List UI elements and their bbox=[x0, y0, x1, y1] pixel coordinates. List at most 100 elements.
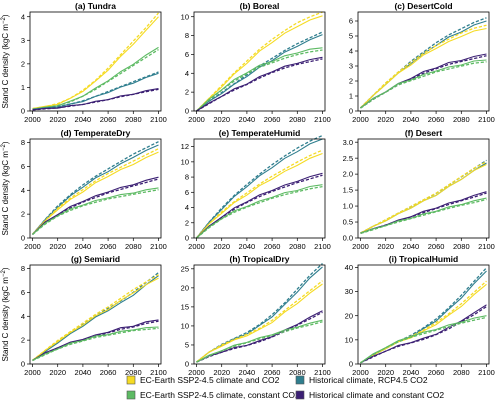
x-tick-label: 2080 bbox=[125, 242, 142, 251]
legend-swatch-ssp bbox=[126, 375, 136, 385]
series-line-const bbox=[32, 326, 159, 361]
series-line-rcp bbox=[196, 266, 323, 363]
y-tick-label: 25 bbox=[181, 264, 189, 273]
legend-swatch-hist bbox=[295, 390, 305, 400]
series-line-ssp bbox=[32, 16, 159, 110]
x-tick-label: 2080 bbox=[289, 242, 306, 251]
series-trend-rcp bbox=[32, 141, 159, 235]
x-tick-label: 2060 bbox=[264, 368, 281, 377]
x-tick-label: 2000 bbox=[352, 368, 369, 377]
y-tick-label: 2 bbox=[21, 336, 25, 345]
x-tick-label: 2040 bbox=[403, 242, 420, 251]
y-tick-label: 1 bbox=[349, 92, 353, 101]
y-tick-label: 30 bbox=[345, 287, 353, 296]
panel-title: (e) TemperateHumid bbox=[219, 128, 301, 138]
y-tick-label: 6 bbox=[21, 162, 25, 171]
y-tick-label: 1.5 bbox=[343, 186, 353, 195]
series-line-ssp bbox=[32, 151, 159, 235]
y-tick-label: 10 bbox=[345, 335, 353, 344]
series-trend-const bbox=[196, 321, 323, 363]
series-trend-ssp bbox=[32, 148, 159, 235]
y-tick-label: 0 bbox=[349, 360, 353, 369]
y-tick-label: 6 bbox=[21, 288, 25, 297]
x-tick-label: 2020 bbox=[213, 242, 230, 251]
series-trend-const bbox=[196, 49, 323, 112]
x-tick-label: 2000 bbox=[352, 115, 369, 124]
y-tick-label: 4 bbox=[185, 69, 189, 78]
series-line-ssp bbox=[32, 277, 159, 361]
x-tick-label: 2040 bbox=[239, 242, 256, 251]
x-tick-label: 2100 bbox=[150, 368, 167, 377]
x-tick-label: 2000 bbox=[352, 242, 369, 251]
panel-frame bbox=[357, 11, 490, 112]
series-line-hist bbox=[196, 172, 323, 239]
series-trend-hist bbox=[32, 88, 159, 111]
panel-title: (i) TropicalHumid bbox=[389, 254, 458, 264]
y-tick-label: 0 bbox=[185, 360, 189, 369]
x-tick-label: 2020 bbox=[377, 368, 394, 377]
x-tick-label: 2100 bbox=[150, 242, 167, 251]
series-line-hist bbox=[360, 53, 487, 109]
y-tick-label: 0 bbox=[21, 107, 25, 116]
series-trend-ssp bbox=[196, 280, 323, 363]
y-tick-label: 2 bbox=[185, 218, 189, 227]
panel-frame bbox=[29, 264, 162, 365]
series-trend-rcp bbox=[196, 263, 323, 363]
panel-frame bbox=[29, 138, 162, 239]
y-tick-label: 20 bbox=[345, 311, 353, 320]
x-tick-label: 2000 bbox=[24, 368, 41, 377]
series-trend-rcp bbox=[360, 159, 487, 234]
x-tick-label: 2060 bbox=[100, 242, 117, 251]
panel-title: (g) Semiarid bbox=[71, 254, 120, 264]
series-trend-const bbox=[360, 198, 487, 235]
x-tick-label: 2040 bbox=[239, 115, 256, 124]
series-line-const bbox=[360, 59, 487, 109]
x-tick-label: 2080 bbox=[453, 115, 470, 124]
panel-frame bbox=[357, 264, 490, 365]
x-tick-label: 2040 bbox=[75, 242, 92, 251]
series-line-hist bbox=[360, 304, 487, 364]
legend-label-rcp: Historical climate, RCP4.5 CO2 bbox=[309, 375, 428, 385]
x-tick-label: 2040 bbox=[75, 115, 92, 124]
series-line-const bbox=[196, 184, 323, 239]
series-trend-rcp bbox=[195, 134, 323, 239]
x-tick-label: 2020 bbox=[377, 242, 394, 251]
y-tick-label: 2 bbox=[185, 88, 189, 97]
series-trend-hist bbox=[196, 174, 323, 239]
x-tick-label: 2080 bbox=[289, 115, 306, 124]
series-trend-const bbox=[196, 185, 323, 239]
legend-label-ssp: EC-Earth SSP2-4.5 climate and CO2 bbox=[140, 375, 280, 385]
y-tick-label: 3 bbox=[349, 62, 353, 71]
y-tick-label: 6 bbox=[185, 50, 189, 59]
y-tick-label: 20 bbox=[181, 283, 189, 292]
x-tick-label: 2020 bbox=[49, 115, 66, 124]
y-tick-label: 2.0 bbox=[343, 170, 353, 179]
x-tick-label: 2100 bbox=[314, 368, 331, 377]
y-tick-label: 12 bbox=[181, 142, 189, 151]
x-tick-label: 2080 bbox=[453, 242, 470, 251]
series-trend-rcp bbox=[360, 267, 487, 364]
y-tick-label: 1 bbox=[21, 83, 25, 92]
y-tick-label: 4 bbox=[185, 203, 189, 212]
x-tick-label: 2060 bbox=[100, 368, 117, 377]
y-tick-label: 8 bbox=[185, 173, 189, 182]
y-tick-label: 8 bbox=[21, 138, 25, 147]
x-tick-label: 2020 bbox=[49, 242, 66, 251]
series-trend-hist bbox=[196, 311, 323, 363]
series-line-ssp bbox=[360, 164, 487, 234]
series-trend-rcp bbox=[32, 71, 159, 111]
x-tick-label: 2000 bbox=[188, 115, 205, 124]
series-line-const bbox=[360, 315, 487, 364]
series-trend-const bbox=[360, 61, 487, 109]
series-trend-hist bbox=[360, 306, 487, 364]
x-tick-label: 2060 bbox=[428, 368, 445, 377]
x-tick-label: 2020 bbox=[213, 368, 230, 377]
x-tick-label: 2000 bbox=[188, 242, 205, 251]
series-line-ssp bbox=[196, 15, 323, 112]
x-tick-label: 2020 bbox=[377, 115, 394, 124]
series-trend-ssp bbox=[196, 149, 323, 239]
y-tick-label: 2 bbox=[21, 210, 25, 219]
legend-swatch-rcp bbox=[295, 375, 305, 385]
panel-frame bbox=[29, 11, 162, 112]
x-tick-label: 2100 bbox=[478, 368, 495, 377]
